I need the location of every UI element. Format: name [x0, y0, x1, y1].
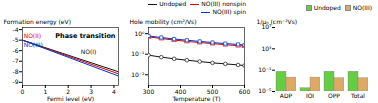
svg-text:10³: 10³	[261, 45, 272, 52]
svg-text:OPP: OPP	[328, 92, 340, 99]
svg-text:10⁻¹: 10⁻¹	[258, 66, 272, 73]
svg-text:Formation energy (eV): Formation energy (eV)	[4, 18, 71, 26]
svg-text:3: 3	[89, 87, 93, 95]
svg-text:NO(III): NO(III)	[24, 41, 43, 48]
svg-text:-6: -6	[13, 47, 19, 54]
svg-text:Hole mobility (cm²/Vs): Hole mobility (cm²/Vs)	[130, 18, 197, 26]
svg-text:-9: -9	[13, 78, 19, 85]
svg-text:Phase transition: Phase transition	[55, 32, 116, 40]
svg-text:ADP: ADP	[280, 92, 293, 99]
svg-text:4: 4	[112, 88, 116, 95]
html-text:Undoped: Undoped	[313, 4, 341, 11]
html-text:NO(III): NO(III)	[352, 4, 372, 11]
svg-text:500: 500	[206, 87, 219, 95]
svg-text:10⁻²: 10⁻²	[131, 71, 145, 78]
svg-text:Total: Total	[350, 92, 365, 99]
svg-text:10⁷: 10⁷	[261, 23, 272, 31]
svg-text:300: 300	[143, 88, 155, 95]
svg-text:10⁻¹: 10⁻¹	[131, 50, 145, 57]
svg-text:1/μₕ (cm⁻²Vs): 1/μₕ (cm⁻²Vs)	[257, 18, 298, 26]
svg-text:-5: -5	[13, 36, 19, 43]
svg-text:400: 400	[174, 87, 187, 95]
html-text:Undoped: Undoped	[159, 0, 187, 7]
svg-text:-8: -8	[13, 68, 19, 75]
html-text:NO(III) nonspin: NO(III) nonspin	[201, 0, 246, 7]
html-text:NO(III) spin: NO(III) spin	[212, 8, 246, 15]
svg-text:1: 1	[43, 87, 48, 95]
svg-text:2: 2	[66, 87, 71, 95]
svg-text:600: 600	[239, 88, 251, 95]
svg-text:NO(I): NO(I)	[81, 48, 97, 55]
svg-text:-4: -4	[13, 26, 19, 33]
svg-text:10⁻⁵: 10⁻⁵	[258, 87, 272, 94]
svg-text:10⁰: 10⁰	[134, 30, 145, 37]
svg-text:Temperature (T): Temperature (T)	[171, 95, 220, 103]
svg-text:NO(II): NO(II)	[24, 32, 41, 39]
svg-text:-7: -7	[13, 57, 19, 64]
svg-text:Fermi level (eV): Fermi level (eV)	[47, 95, 94, 102]
svg-text:IOI: IOI	[306, 92, 314, 99]
svg-text:0: 0	[21, 88, 25, 95]
